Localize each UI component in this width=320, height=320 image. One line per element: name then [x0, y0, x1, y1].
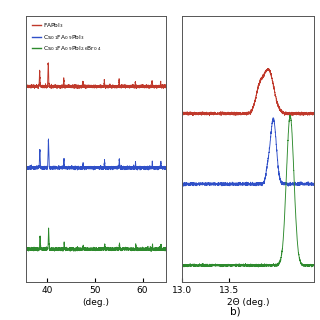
Text: b): b) [230, 307, 241, 317]
X-axis label: 2Θ (deg.): 2Θ (deg.) [227, 298, 269, 307]
X-axis label: (deg.): (deg.) [83, 298, 109, 307]
Legend: FAPbI$_3$, Cs$_{0.1}$FA$_{0.9}$PbI$_3$, Cs$_{0.1}$FA$_{0.9}$PbI$_{2.6}$Br$_{0.4}: FAPbI$_3$, Cs$_{0.1}$FA$_{0.9}$PbI$_3$, … [30, 19, 104, 56]
